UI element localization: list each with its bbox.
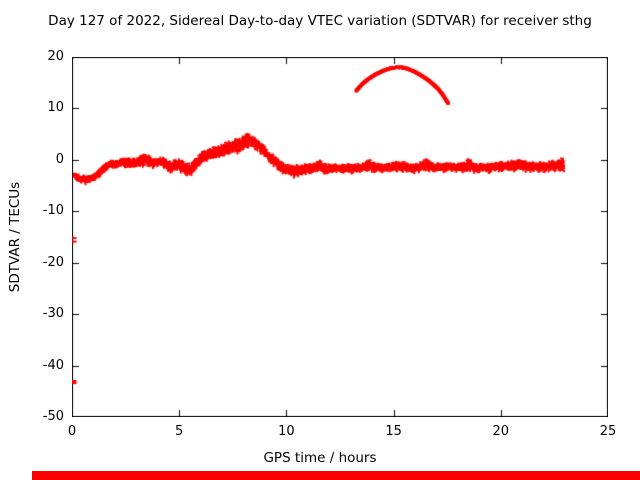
x-tick-label: 25: [599, 424, 617, 439]
footer-red-bar: [32, 471, 640, 480]
y-tick-label: 0: [55, 151, 64, 167]
x-tick-label: 20: [492, 424, 510, 439]
y-tick-label: -50: [42, 409, 64, 424]
x-axis-label: GPS time / hours: [263, 450, 377, 466]
chart-title: Day 127 of 2022, Sidereal Day-to-day VTE…: [48, 13, 592, 29]
x-tick-label: 15: [385, 424, 402, 439]
y-axis-label: SDTVAR / TECUs: [7, 181, 23, 293]
y-tick-label: -10: [42, 203, 64, 219]
y-tick-label: -40: [42, 357, 64, 373]
x-tick-label: 0: [67, 424, 77, 439]
y-tick-label: 20: [47, 49, 64, 64]
plot-area: [72, 57, 608, 417]
x-tick-label: 5: [175, 424, 184, 439]
y-tick-label: 10: [47, 100, 64, 116]
scatter-canvas: [72, 57, 608, 417]
y-tick-label: -30: [42, 306, 64, 322]
y-tick-label: -20: [42, 254, 64, 270]
x-tick-label: 10: [278, 424, 295, 439]
